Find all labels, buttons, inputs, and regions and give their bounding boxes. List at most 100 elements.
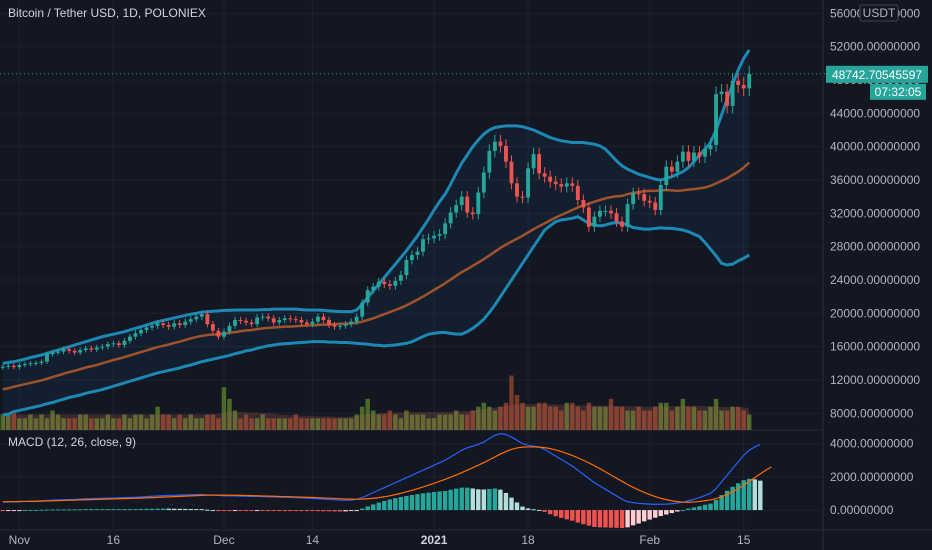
volume-bar: [597, 406, 603, 430]
macd-histogram-bar: [177, 508, 182, 511]
volume-bar: [55, 414, 61, 430]
volume-bar: [254, 418, 260, 430]
macd-histogram-bar: [337, 510, 343, 512]
macd-histogram-bar: [525, 508, 531, 511]
volume-bar: [525, 406, 531, 430]
candle-body: [133, 333, 138, 337]
volume-bar: [487, 406, 492, 430]
volume-ma-area: [2, 403, 750, 430]
candle-body: [548, 176, 553, 182]
volume-bar: [641, 410, 647, 430]
macd-histogram-bar: [476, 489, 481, 511]
macd-histogram-bar: [44, 509, 50, 511]
candle-body: [249, 322, 254, 325]
volume-bar: [265, 418, 271, 430]
basis-line: [2, 161, 751, 391]
volume-bar: [448, 414, 453, 430]
volume-bar: [243, 414, 249, 430]
candle-body: [17, 365, 22, 368]
macd-histogram-bar: [592, 510, 597, 528]
volume-bar: [127, 418, 133, 430]
volume-bar: [653, 406, 658, 430]
volume-bar: [719, 410, 724, 430]
macd-histogram-bar: [105, 509, 111, 511]
macd-histogram-bar: [382, 500, 387, 511]
macd-histogram-bar: [232, 510, 238, 512]
candle-body: [714, 94, 718, 145]
macd-histogram-bar: [315, 510, 321, 512]
volume-bars: [0, 375, 752, 430]
currency-badge[interactable]: USDT: [859, 4, 899, 22]
candle-body: [725, 91, 730, 106]
candle-body: [559, 184, 564, 187]
time-tick-label: Feb: [639, 533, 660, 547]
candle-body: [542, 173, 547, 177]
volume-bar: [260, 414, 265, 430]
volume-bar: [476, 406, 481, 430]
candle-body: [747, 73, 752, 89]
volume-bar: [470, 410, 475, 430]
candle-body: [614, 213, 619, 222]
volume-bar: [713, 398, 719, 430]
macd-histogram-bar: [680, 510, 686, 512]
volume-bar: [166, 414, 171, 430]
macd-histogram-bar: [675, 510, 680, 512]
volume-bar: [293, 414, 299, 430]
volume-bar: [365, 398, 370, 430]
candle-body: [116, 343, 121, 345]
candle-body: [34, 362, 38, 364]
candle-body: [365, 290, 370, 303]
volume-bar: [282, 418, 287, 430]
candle-body: [426, 238, 431, 240]
macd-histogram-bar: [6, 510, 11, 512]
volume-bar: [354, 414, 359, 430]
macd-histogram-bar: [404, 495, 409, 511]
candle-body: [50, 352, 55, 355]
macd-histogram-bar: [448, 489, 453, 511]
candle-body: [144, 327, 149, 330]
macd-histogram-bar: [498, 489, 503, 511]
macd-histogram-bar: [39, 509, 44, 511]
price-tick-label: 44000.00000000: [830, 106, 920, 120]
macd-histogram-bar: [487, 488, 492, 511]
macd-histogram-bar: [282, 510, 287, 512]
volume-bar: [221, 387, 227, 430]
macd-histogram-bar: [697, 506, 702, 511]
volume-bar: [105, 414, 111, 430]
candle-body: [94, 347, 99, 350]
candle-body: [675, 161, 680, 172]
volume-bar: [570, 402, 575, 430]
volume-bar: [382, 414, 387, 430]
macd-histogram-bar: [227, 510, 232, 512]
lower-band-line: [2, 215, 751, 417]
volume-bar: [586, 402, 592, 430]
macd-histogram-bar: [260, 510, 265, 512]
macd-histogram-bar: [50, 509, 55, 511]
macd-histogram-bar: [664, 510, 669, 515]
candle-body: [736, 80, 741, 85]
macd-histogram-bar: [564, 510, 569, 520]
macd-histogram-bar: [271, 510, 276, 512]
candle-body: [61, 349, 66, 352]
candle-body: [216, 330, 221, 337]
volume-bar: [536, 402, 542, 430]
candle-body: [421, 239, 425, 252]
macd-histogram-bar: [431, 491, 437, 511]
macd-histogram-bar: [55, 509, 61, 511]
macd-histogram-bar: [288, 510, 293, 512]
macd-histogram-bar: [581, 510, 586, 525]
volume-bar: [465, 414, 470, 430]
candle-body: [487, 150, 492, 173]
candle-body: [476, 192, 481, 215]
macd-histogram-bar: [547, 510, 553, 515]
candle-body: [166, 325, 171, 327]
macd-histogram-bar: [89, 509, 94, 511]
candle-body: [492, 141, 497, 151]
volume-bar: [509, 375, 514, 430]
candle-body: [72, 350, 77, 353]
volume-bar: [199, 418, 205, 430]
volume-bar: [459, 414, 464, 430]
candle-body: [393, 280, 398, 286]
candle-body: [6, 365, 11, 367]
